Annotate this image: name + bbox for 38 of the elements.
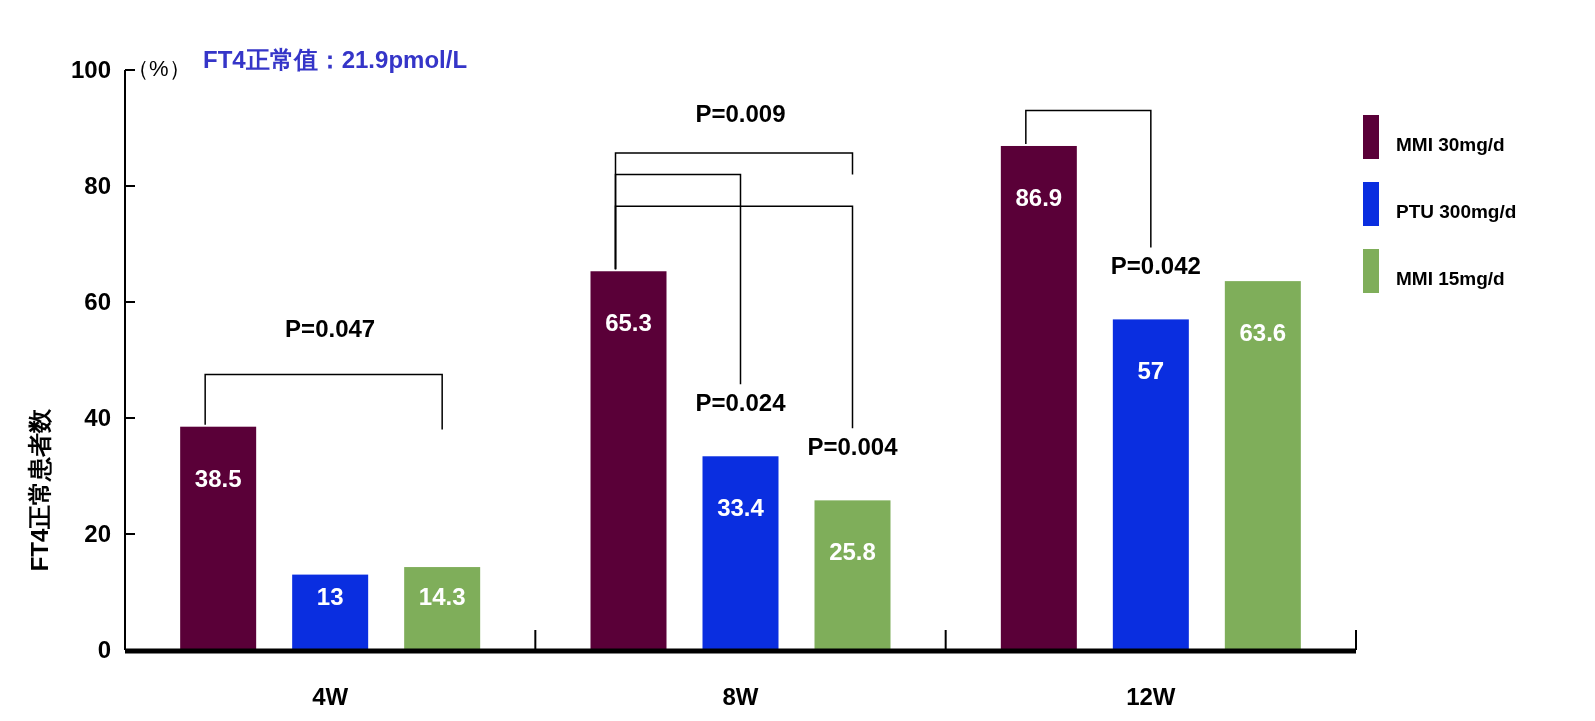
y-tick-label: 100 [70, 56, 111, 83]
y-tick-label: 0 [97, 636, 111, 663]
bar [292, 574, 369, 650]
bar [404, 567, 481, 650]
data-label: 86.9 [1015, 183, 1063, 211]
data-label: 38.5 [194, 464, 242, 492]
data-label: 13 [316, 583, 344, 610]
y-tick-label: 20 [84, 520, 111, 547]
bar [814, 500, 891, 650]
y-tick-label: 40 [84, 404, 111, 431]
annotation: P=0.024 [695, 389, 787, 417]
data-label: 57 [1137, 357, 1165, 385]
y-axis-title: FT4正常患者数 [26, 407, 53, 572]
bar [1000, 145, 1077, 650]
bar [1112, 319, 1189, 650]
annotation: P=0.004 [807, 433, 899, 461]
bar [180, 426, 257, 650]
legend-label: MMI 15mg/d [1396, 268, 1505, 289]
x-tick-label: 4W [312, 683, 349, 710]
bar [590, 271, 667, 650]
legend-label: MMI 30mg/d [1396, 134, 1505, 155]
bar [1224, 281, 1301, 650]
bar [702, 456, 779, 650]
annotation: P=0.009 [695, 100, 786, 128]
y-tick-label: 60 [84, 288, 111, 315]
annotation: P=0.042 [1110, 252, 1201, 280]
data-label: 25.8 [829, 538, 876, 566]
y-tick-label: 80 [84, 172, 111, 199]
data-label: 33.4 [717, 494, 765, 522]
chart-title: FT4正常值：21.9pmol/L [203, 46, 468, 73]
data-label: 14.3 [418, 583, 466, 610]
legend-label: PTU 300mg/d [1396, 201, 1517, 222]
data-label: 63.6 [1239, 319, 1287, 347]
x-tick-label: 8W [722, 683, 759, 710]
annotation: （%） [127, 56, 191, 81]
x-tick-label: 12W [1126, 683, 1176, 710]
annotation: P=0.047 [285, 314, 376, 342]
data-label: 65.3 [605, 309, 652, 337]
